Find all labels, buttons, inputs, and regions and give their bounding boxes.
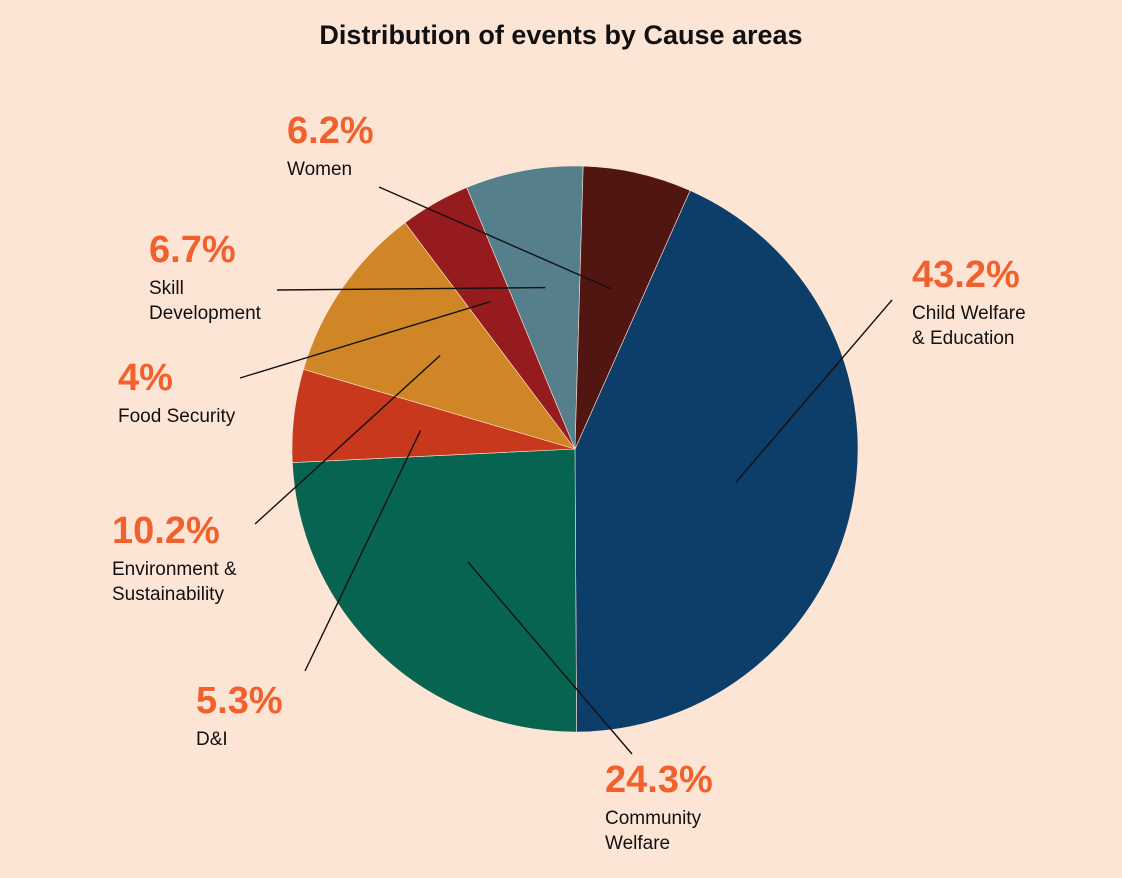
leader-line bbox=[378, 186, 612, 290]
pie-slice-community-welfare bbox=[292, 448, 577, 733]
data-label: 10.2% bbox=[112, 510, 220, 552]
leader-line bbox=[467, 561, 633, 755]
category-label: Women bbox=[287, 159, 352, 180]
category-label: Food Security bbox=[118, 406, 236, 427]
data-label: 6.2% bbox=[287, 110, 374, 152]
category-label: Child Welfare bbox=[912, 303, 1026, 324]
data-label: 4% bbox=[118, 357, 173, 399]
chart-title: Distribution of events by Cause areas bbox=[319, 20, 803, 50]
data-label: 6.7% bbox=[149, 229, 236, 271]
leader-line bbox=[735, 299, 893, 484]
data-label: 43.2% bbox=[912, 254, 1020, 296]
category-label: Development bbox=[149, 303, 262, 324]
category-label: Welfare bbox=[605, 833, 670, 854]
leader-line bbox=[254, 354, 441, 525]
data-label: 5.3% bbox=[196, 680, 283, 722]
category-label: Sustainability bbox=[112, 584, 224, 605]
leader-line bbox=[276, 286, 546, 291]
leader-line bbox=[239, 300, 492, 379]
leader-line bbox=[304, 430, 422, 672]
category-label: & Education bbox=[912, 328, 1014, 349]
pie-slice-women bbox=[574, 165, 691, 450]
pie-slice-child-welfare-education bbox=[574, 190, 859, 733]
pie-slice-skill-development bbox=[466, 165, 584, 450]
data-label: 24.3% bbox=[605, 759, 713, 801]
category-label: Environment & bbox=[112, 559, 237, 580]
category-label: Skill bbox=[149, 278, 184, 299]
category-label: Community bbox=[605, 808, 702, 829]
category-label: D&I bbox=[196, 729, 228, 750]
